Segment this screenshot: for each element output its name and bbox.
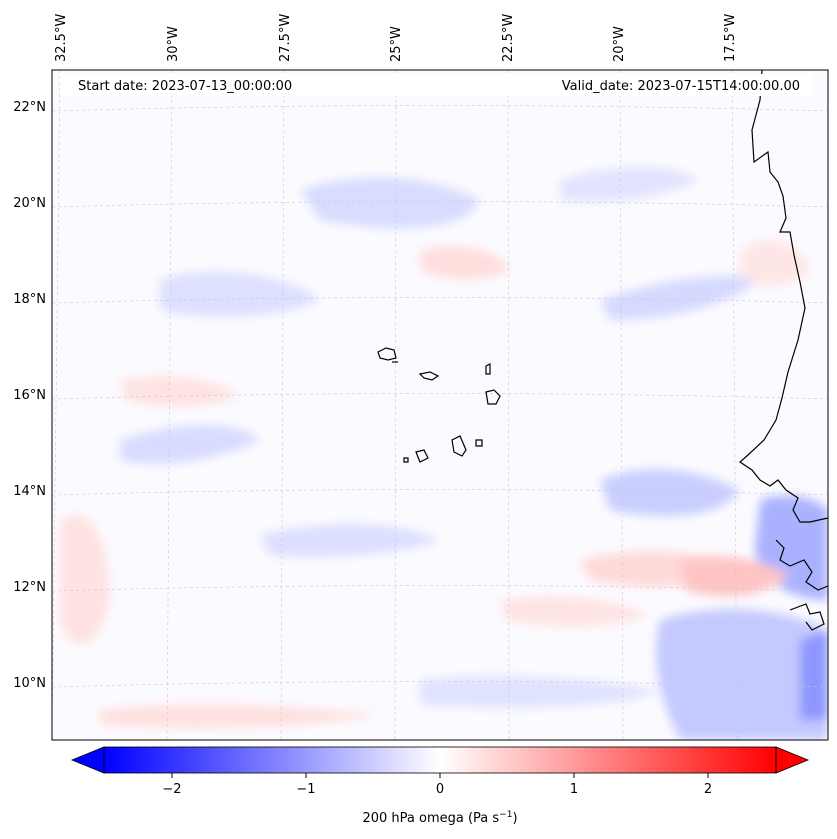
field-patch-positive: [500, 595, 650, 627]
colorbar-label: 200 hPa omega (Pa s−1): [362, 810, 517, 826]
field-patch-positive: [100, 704, 380, 728]
field-patch-negative: [420, 675, 660, 708]
lon-label: 20°W: [612, 26, 627, 62]
field-patch-negative: [160, 271, 320, 317]
grid-line-lon: [280, 70, 285, 740]
colorbar-label-end: ): [512, 811, 517, 826]
lat-label: 20°N: [13, 196, 46, 211]
colorbar-tick-label: 2: [704, 782, 712, 797]
colorbar-tick-label: −2: [162, 782, 181, 797]
graticule: [52, 70, 828, 740]
field-patch-negative: [800, 630, 828, 720]
island-coastline: [475, 439, 483, 447]
grid-line-lon: [394, 70, 397, 740]
lon-label: 32.5°W: [54, 14, 69, 62]
lat-label: 12°N: [13, 580, 46, 595]
field-patch-positive: [680, 555, 790, 597]
colorbar-tick-label: 0: [436, 782, 444, 797]
colorbar-tick-marks: [171, 773, 709, 778]
africa-coastline: [775, 539, 828, 591]
field-patch-positive: [60, 514, 110, 645]
grid-line-lon: [166, 70, 173, 740]
field-patch-negative: [300, 177, 480, 229]
grid-line-lat: [52, 201, 828, 208]
island-coastline: [485, 363, 491, 375]
grid-line-lon: [619, 70, 624, 740]
coastlines: [377, 70, 828, 631]
lon-label: 27.5°W: [278, 14, 293, 62]
grid-line-lat: [52, 489, 828, 496]
lon-label: 30°W: [166, 26, 181, 62]
lon-label: 17.5°W: [723, 14, 738, 62]
start-date-label: Start date: 2023-07-13_00:00:00: [78, 79, 292, 94]
lat-label: 14°N: [13, 484, 46, 499]
lon-label: 25°W: [389, 26, 404, 62]
colorbar-label-main: 200 hPa omega (Pa s: [362, 811, 499, 826]
colorbar: −2 −1 0 1 2 200 hPa omega (Pa s−1): [70, 746, 810, 826]
island-coastline: [485, 389, 501, 405]
field-patch-positive: [420, 246, 510, 280]
grid-line-lon: [52, 70, 61, 740]
field-patch-negative: [260, 524, 440, 557]
lon-label: 22.5°W: [501, 14, 516, 62]
island-coastline: [403, 457, 409, 463]
field-patch-positive: [120, 375, 240, 407]
colorbar-tick-label: 1: [570, 782, 578, 797]
lat-label: 18°N: [13, 292, 46, 307]
field-patch-negative: [120, 425, 260, 464]
latitude-labels: 22°N 20°N 18°N 16°N 14°N 12°N 10°N: [13, 100, 46, 691]
colorbar-gradient: [104, 747, 776, 773]
field-patch-negative: [560, 166, 700, 202]
grid-line-lat: [52, 297, 828, 304]
valid-date-label: Valid_date: 2023-07-15T14:00:00.00: [562, 79, 800, 94]
island-coastline: [415, 449, 429, 463]
omega-field: [60, 166, 828, 740]
longitude-labels: 32.5°W 30°W 27.5°W 25°W 22.5°W 20°W 17.5…: [54, 14, 738, 62]
grid-line-lat: [52, 393, 828, 400]
colorbar-extend-max: [775, 746, 810, 774]
africa-coastline: [789, 603, 825, 631]
lat-label: 16°N: [13, 388, 46, 403]
island-coastline: [418, 371, 440, 381]
map-frame: [51, 69, 829, 741]
lat-label: 10°N: [13, 676, 46, 691]
grid-line-lat: [52, 681, 828, 688]
field-patch-negative: [656, 609, 828, 740]
grid-line-lat: [52, 585, 828, 592]
field-patch-positive: [740, 239, 810, 286]
grid-line-lon: [507, 70, 510, 740]
africa-coastline: [739, 70, 828, 523]
field-patch-negative: [600, 276, 760, 320]
grid-line-lon: [731, 70, 738, 740]
island-coastline: [451, 435, 467, 457]
header-box: [60, 74, 812, 96]
colorbar-tick-label: −1: [296, 782, 315, 797]
island-coastline: [377, 347, 397, 361]
colorbar-label-sup: −1: [499, 810, 512, 820]
field-patch-negative: [600, 469, 740, 516]
lat-label: 22°N: [13, 100, 46, 115]
grid-line-lat: [52, 105, 828, 112]
colorbar-extend-min: [70, 746, 105, 774]
